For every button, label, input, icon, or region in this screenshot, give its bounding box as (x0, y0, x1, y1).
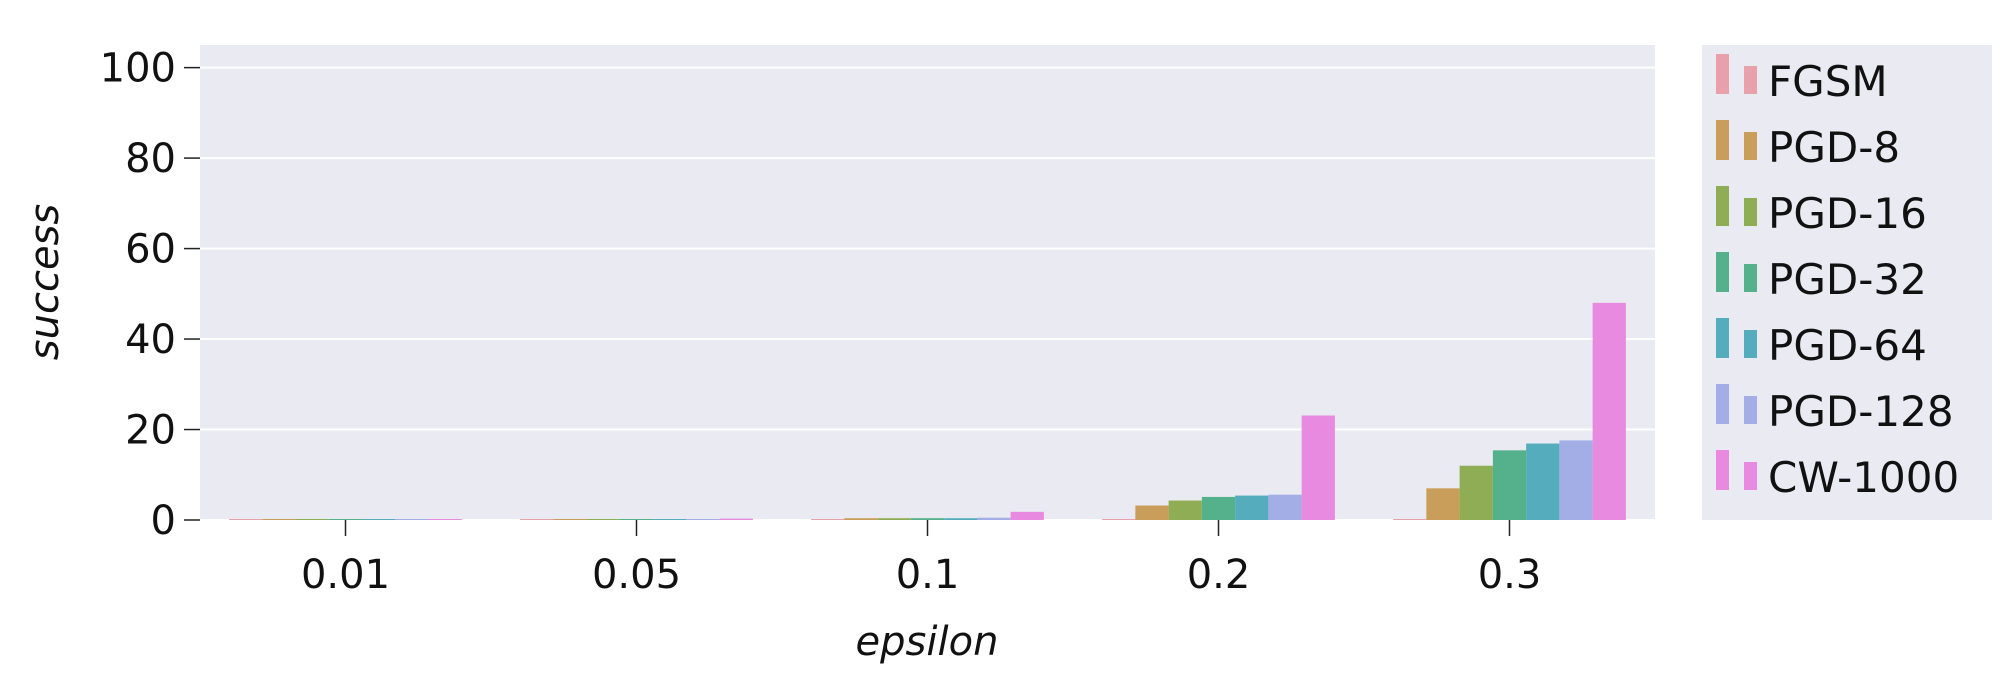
x-tick-label: 0.3 (1478, 552, 1542, 598)
bar-pgd-32-0.3 (1492, 450, 1527, 520)
legend-label: CW-1000 (1768, 453, 1959, 502)
bar-pgd-64-0.2 (1235, 495, 1269, 520)
legend-swatch (1716, 252, 1729, 292)
bar-cw-1000-0.2 (1301, 415, 1335, 520)
legend-swatch (1716, 384, 1729, 424)
bar-pgd-16-0.1 (877, 518, 911, 520)
bar-pgd-8-0.1 (844, 518, 878, 520)
legend-swatch (1744, 66, 1757, 94)
x-tick-label: 0.2 (1187, 552, 1251, 598)
bar-pgd-64-0.01 (362, 519, 396, 520)
bar-fgsm-0.3 (1393, 519, 1427, 520)
legend-swatch (1716, 450, 1729, 490)
y-tick-label: 100 (100, 46, 176, 92)
bar-pgd-64-0.3 (1526, 443, 1560, 520)
legend-swatch (1744, 396, 1757, 424)
bars (229, 302, 1626, 520)
bar-pgd-128-0.3 (1559, 440, 1593, 520)
x-axis: 0.01 0.05 0.1 0.2 0.3 (301, 520, 1541, 598)
y-tick-label: 20 (125, 408, 176, 454)
bar-pgd-8-0.3 (1426, 488, 1460, 520)
legend-swatch (1744, 132, 1757, 160)
bar-pgd-32-0.01 (328, 519, 363, 520)
x-tick-label: 0.1 (896, 552, 960, 598)
bar-pgd-128-0.01 (395, 519, 429, 520)
bar-pgd-16-0.05 (586, 519, 620, 520)
legend-label: PGD-16 (1768, 189, 1927, 238)
y-tick-label: 80 (125, 136, 176, 182)
legend-item-pgd-128: PGD-128 (1716, 384, 1954, 436)
legend-label: PGD-128 (1768, 387, 1954, 436)
bar-pgd-8-0.05 (553, 519, 587, 520)
y-axis-label: success (22, 204, 68, 360)
bar-pgd-32-0.2 (1201, 496, 1236, 520)
legend-swatch (1716, 186, 1729, 226)
legend-label: PGD-64 (1768, 321, 1927, 370)
legend-item-pgd-32: PGD-32 (1716, 252, 1927, 304)
legend-label: FGSM (1768, 57, 1888, 106)
bar-pgd-64-0.05 (653, 519, 687, 520)
legend-item-cw-1000: CW-1000 (1716, 450, 1959, 502)
legend-swatch (1744, 264, 1757, 292)
legend-swatch (1744, 462, 1757, 490)
bar-fgsm-0.01 (229, 519, 263, 520)
legend: FGSM PGD-8 PGD-16 PGD-32 PGD-64 PGD-128 CW-100… (1716, 54, 1959, 502)
bar-pgd-16-0.2 (1168, 500, 1202, 520)
legend-label: PGD-32 (1768, 255, 1927, 304)
y-tick-label: 0 (151, 498, 176, 544)
y-tick-label: 40 (125, 317, 176, 363)
bar-pgd-64-0.1 (944, 518, 978, 520)
legend-swatch (1744, 330, 1757, 358)
bar-cw-1000-0.1 (1010, 511, 1044, 520)
bar-cw-1000-0.01 (428, 519, 462, 520)
bar-pgd-16-0.3 (1459, 465, 1493, 520)
legend-label: PGD-8 (1768, 123, 1900, 172)
legend-item-fgsm: FGSM (1716, 54, 1888, 106)
bar-fgsm-0.1 (811, 519, 845, 520)
bar-cw-1000-0.05 (719, 518, 753, 520)
bar-pgd-16-0.01 (295, 519, 329, 520)
legend-item-pgd-64: PGD-64 (1716, 318, 1927, 370)
legend-swatch (1716, 318, 1729, 358)
y-axis: 0 20 40 60 80 100 (100, 46, 200, 544)
bar-pgd-32-0.05 (619, 519, 654, 520)
x-tick-label: 0.01 (301, 552, 390, 598)
legend-swatch (1744, 198, 1757, 226)
legend-item-pgd-8: PGD-8 (1716, 120, 1900, 172)
y-tick-label: 60 (125, 227, 176, 273)
legend-item-pgd-16: PGD-16 (1716, 186, 1927, 238)
bar-cw-1000-0.3 (1592, 302, 1626, 520)
legend-swatch (1716, 54, 1729, 94)
bar-fgsm-0.05 (520, 519, 554, 520)
bar-pgd-32-0.1 (910, 518, 945, 520)
bar-pgd-128-0.1 (977, 517, 1011, 520)
plot-background (200, 45, 1655, 520)
bar-pgd-128-0.2 (1268, 494, 1302, 520)
x-axis-label: epsilon (856, 619, 999, 665)
legend-swatch (1716, 120, 1729, 160)
bar-pgd-128-0.05 (686, 519, 720, 520)
x-tick-label: 0.05 (592, 552, 681, 598)
bar-fgsm-0.2 (1102, 519, 1136, 520)
bar-pgd-8-0.2 (1135, 505, 1169, 520)
bar-pgd-8-0.01 (262, 519, 296, 520)
